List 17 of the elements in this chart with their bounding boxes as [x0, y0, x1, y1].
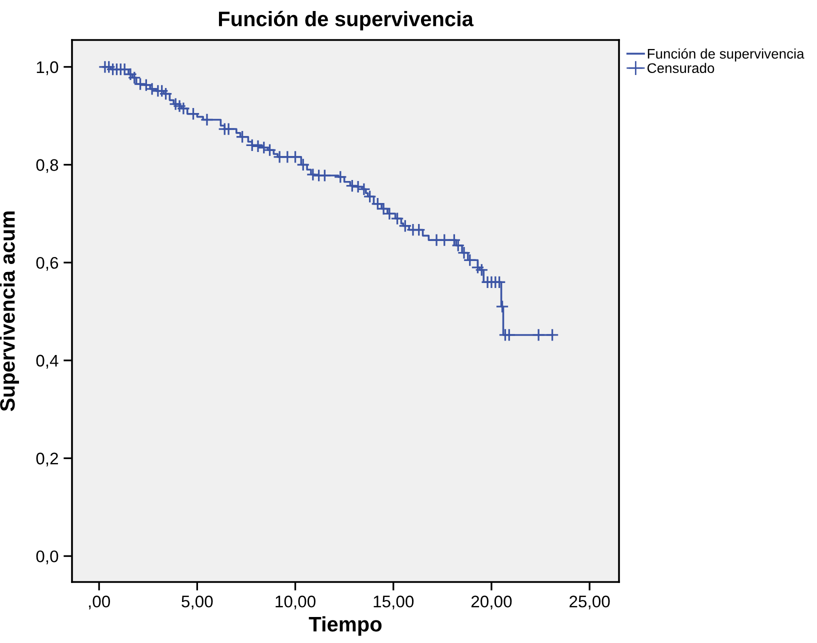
x-tick-label: 25,00 — [570, 596, 610, 610]
y-tick-label: 1,0 — [36, 61, 58, 76]
y-tick-label: 0,0 — [36, 550, 58, 564]
x-tick-label: 5,00 — [182, 596, 213, 610]
y-tick-label: 0,6 — [36, 256, 58, 271]
x-tick-label: 10,00 — [276, 596, 316, 610]
x-tick-label: 15,00 — [374, 596, 414, 610]
x-axis-title: Tiempo — [308, 616, 382, 636]
legend-label: Función de supervivencia — [648, 48, 804, 62]
legend-label: Censurado — [647, 62, 714, 74]
x-tick-label: 20,00 — [471, 596, 512, 610]
y-tick-label: 0,8 — [36, 159, 58, 173]
y-tick-label: 0,2 — [36, 452, 58, 466]
x-tick-label: ,00 — [88, 596, 110, 610]
y-axis-title: Supervivencia acum — [0, 212, 19, 412]
chart-title: Función de supervivencia — [218, 10, 474, 30]
y-tick-label: 0,4 — [36, 354, 58, 369]
